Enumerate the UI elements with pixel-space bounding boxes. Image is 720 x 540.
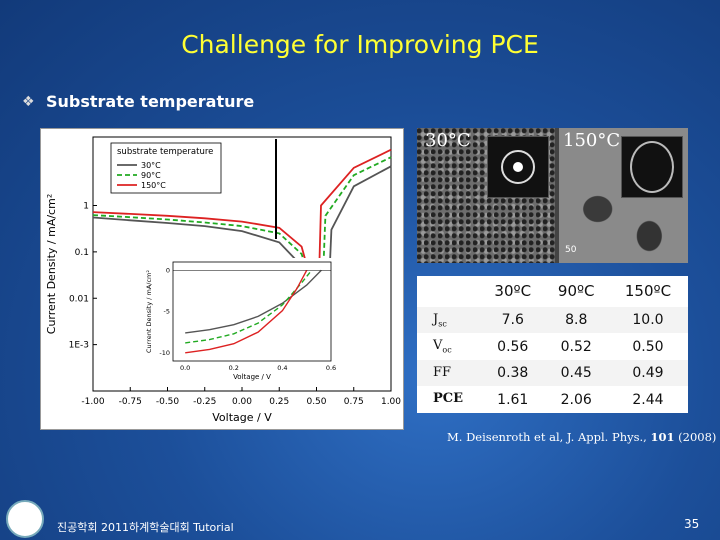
- table-cell: 2.06: [560, 391, 592, 408]
- table-cell: 8.8: [565, 311, 588, 328]
- citation: M. Deisenroth et al, J. Appl. Phys., 101…: [447, 430, 717, 444]
- row-label: FF: [433, 364, 452, 380]
- legend-entry: 30°C: [141, 161, 161, 170]
- row-label: Jsc: [433, 311, 447, 329]
- inset-series-line: [185, 269, 322, 334]
- results-table: 30ºC 90ºC 150ºC Jsc 7.6 8.8 10.0 Voc 0.5…: [417, 276, 688, 413]
- x-tick-label: -0.25: [193, 397, 216, 407]
- x-tick-label: 0.25: [269, 397, 289, 407]
- inset-x-tick-label: 0.4: [277, 364, 287, 372]
- row-label: Voc: [433, 338, 452, 355]
- table-cell: 0.38: [497, 365, 529, 382]
- legend-entry: 90°C: [141, 171, 161, 180]
- y-tick-label: 0.01: [69, 294, 89, 304]
- x-tick-label: 0.00: [232, 397, 252, 407]
- table-cell: 1.61: [497, 391, 529, 408]
- x-tick-label: 1.00: [381, 397, 401, 407]
- table-row: FF 0.38 0.45 0.49: [417, 359, 688, 387]
- inset-y-tick-label: -10: [159, 349, 170, 357]
- y-axis-label: Current Density / mA/cm²: [45, 194, 58, 334]
- micrograph-30c: 30°C: [417, 128, 555, 263]
- table-row: PCE 1.61 2.06 2.44: [417, 386, 688, 413]
- y-tick-label: 0.1: [75, 248, 89, 258]
- slide-title: Challenge for Improving PCE: [181, 30, 539, 59]
- table-header: [417, 276, 481, 307]
- bullet-item: ❖ Substrate temperature: [22, 92, 254, 111]
- series-line: [92, 156, 392, 369]
- x-tick-label: -0.50: [156, 397, 180, 407]
- bullet-text: Substrate temperature: [46, 92, 255, 111]
- diffraction-pattern-left: [487, 136, 549, 198]
- micrograph-150c: 150°C 50: [559, 128, 688, 263]
- table-cell: 0.45: [560, 365, 592, 382]
- jv-plot-panel: -1.00 -0.75 -0.50 -0.25 0.00 0.25 0.50 0.75 1.00…: [40, 128, 404, 430]
- table-header: 30ºC: [494, 282, 532, 301]
- table-cell: 7.6: [501, 311, 524, 328]
- row-label: PCE: [433, 391, 464, 407]
- x-tick-label: -1.00: [81, 397, 105, 407]
- series-line: [92, 148, 392, 369]
- x-axis-label: Voltage / V: [212, 411, 272, 424]
- x-tick-label: 0.75: [344, 397, 364, 407]
- y-tick-label: 1: [83, 202, 89, 212]
- y-tick-label: 1E-3: [69, 341, 89, 351]
- society-logo: [6, 500, 44, 538]
- inset-series-line: [185, 269, 308, 354]
- table-header: 150ºC: [624, 282, 672, 301]
- legend-entry: 150°C: [141, 181, 166, 190]
- page-number: 35: [684, 517, 700, 531]
- table-header-row: 30ºC 90ºC 150ºC: [417, 276, 688, 307]
- inset-y-axis-label: Current Density / mA/cm²: [145, 270, 153, 353]
- inset-plot-area: [172, 261, 332, 362]
- inset-x-tick-label: 0.6: [326, 364, 336, 372]
- table-cell: 0.50: [632, 338, 664, 355]
- table-cell: 0.52: [560, 338, 592, 355]
- inset-series-line: [185, 269, 313, 344]
- x-tick-label: -0.75: [119, 397, 142, 407]
- inset-y-tick-label: 0: [166, 266, 170, 274]
- table-row: Jsc 7.6 8.8 10.0: [417, 306, 688, 334]
- scale-bar-label: 50: [565, 245, 577, 255]
- inset-y-tick-label: -5: [164, 308, 170, 316]
- table-cell: 2.44: [632, 391, 664, 408]
- footer-text: 진공학회 2011하계학술대회 Tutorial: [57, 521, 234, 534]
- table-cell: 0.56: [497, 338, 529, 355]
- inset-x-tick-label: 0.2: [229, 364, 239, 372]
- inset-x-tick-label: 0.0: [180, 364, 190, 372]
- table-header: 90ºC: [557, 282, 595, 301]
- micrograph-panel: 30°C 150°C 50: [417, 128, 688, 263]
- diffraction-pattern-right: [621, 136, 683, 198]
- micrograph-right-label: 150°C: [563, 130, 621, 151]
- table-cell: 0.49: [632, 365, 664, 382]
- micrograph-left-label: 30°C: [425, 130, 471, 151]
- table-cell: 10.0: [632, 311, 664, 328]
- diamond-bullet-icon: ❖: [22, 93, 35, 110]
- legend-title: substrate temperature: [117, 147, 213, 157]
- series-line: [92, 165, 392, 370]
- x-tick-label: 0.50: [306, 397, 326, 407]
- inset-x-axis-label: Voltage / V: [233, 373, 271, 381]
- table-row: Voc 0.56 0.52 0.50: [417, 333, 688, 360]
- jv-chart: -1.00 -0.75 -0.50 -0.25 0.00 0.25 0.50 0.75 1.00…: [45, 136, 401, 424]
